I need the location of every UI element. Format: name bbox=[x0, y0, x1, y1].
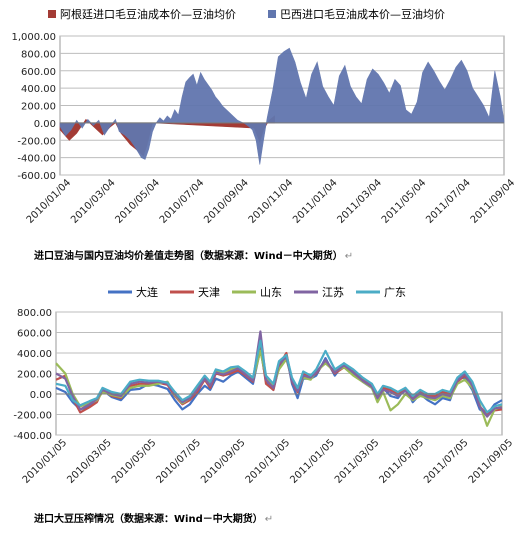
legend-label: 广东 bbox=[384, 286, 406, 299]
y-tick-label: 0.00 bbox=[34, 119, 56, 130]
x-tick-label: 2010/09/05 bbox=[199, 437, 248, 486]
legend-swatch bbox=[268, 10, 276, 18]
x-tick-label: 2011/03/05 bbox=[333, 437, 382, 486]
x-tick-label: 2011/01/04 bbox=[291, 177, 340, 226]
chart-import-soy-oil-spread: 1,000.00 800.00 600.00 400.00 200.00 0.00 -200… bbox=[11, 7, 518, 226]
chart1-caption: 进口豆油与国内豆油均价差值走势图（数据来源：Wind－中大期货） ↵ bbox=[34, 247, 353, 262]
series-area-2 bbox=[59, 47, 505, 165]
y-tick-label: 800.00 bbox=[21, 49, 56, 60]
y-tick-label: 400.00 bbox=[21, 84, 56, 95]
y-tick-label: 600.00 bbox=[17, 329, 52, 340]
x-tick-label: 2010/05/05 bbox=[110, 437, 159, 486]
x-tick-label: 2011/03/04 bbox=[335, 177, 384, 226]
x-tick-label: 2011/01/05 bbox=[288, 437, 337, 486]
x-tick-label: 2011/09/04 bbox=[469, 177, 518, 226]
legend-label: 天津 bbox=[198, 286, 220, 299]
x-tick-label: 2010/11/04 bbox=[247, 177, 296, 226]
series-line-4 bbox=[55, 330, 503, 418]
legend-label: 江苏 bbox=[322, 286, 344, 299]
legend-label: 巴西进口毛豆油成本价—豆油均价 bbox=[280, 7, 445, 21]
x-tick-label: 2011/07/05 bbox=[422, 437, 471, 486]
y-tick-label: -400.00 bbox=[17, 154, 56, 165]
chart-soybean-crush: 800.00 600.00 400.00 200.00 0.00 -200.00 -400.… bbox=[13, 285, 516, 486]
chart1-caption-text: 进口豆油与国内豆油均价差值走势图（数据来源：Wind－中大期货） bbox=[34, 251, 343, 262]
legend-label: 大连 bbox=[136, 285, 158, 299]
y-tick-label: -200.00 bbox=[13, 411, 52, 422]
x-tick-label: 2010/11/05 bbox=[244, 437, 293, 486]
x-tick-label: 2011/05/05 bbox=[378, 437, 427, 486]
chart2-caption: 进口大豆压榨情况（数据来源：Wind－中大期货） ↵ bbox=[34, 510, 273, 525]
return-mark: ↵ bbox=[344, 251, 354, 262]
x-tick-label: 2011/09/05 bbox=[467, 437, 516, 486]
x-tick-label: 2010/09/04 bbox=[202, 177, 251, 226]
legend-swatch bbox=[48, 10, 56, 18]
legend-label: 阿根廷进口毛豆油成本价—豆油均价 bbox=[60, 7, 236, 21]
y-tick-label: 400.00 bbox=[17, 349, 52, 360]
x-tick-label: 2010/01/05 bbox=[21, 437, 70, 486]
x-tick-label: 2011/05/04 bbox=[380, 177, 429, 226]
x-tick-label: 2010/05/04 bbox=[113, 177, 162, 226]
y-tick-label: 1,000.00 bbox=[11, 32, 56, 43]
y-tick-label: -200.00 bbox=[17, 136, 56, 147]
y-tick-label: -600.00 bbox=[17, 171, 56, 182]
y-tick-label: 600.00 bbox=[21, 67, 56, 78]
chart2-caption-text: 进口大豆压榨情况（数据来源：Wind－中大期货） bbox=[34, 514, 263, 525]
x-tick-label: 2010/07/05 bbox=[155, 437, 204, 486]
x-tick-label: 2010/03/05 bbox=[65, 437, 114, 486]
y-tick-label: 0.00 bbox=[30, 390, 52, 401]
x-tick-label: 2010/01/04 bbox=[25, 177, 74, 226]
y-tick-label: 800.00 bbox=[17, 308, 52, 319]
y-tick-label: 200.00 bbox=[21, 102, 56, 113]
x-tick-label: 2010/07/04 bbox=[158, 177, 207, 226]
return-mark: ↵ bbox=[264, 514, 274, 525]
x-tick-label: 2010/03/04 bbox=[69, 177, 118, 226]
legend-label: 山东 bbox=[260, 286, 282, 299]
y-tick-label: -400.00 bbox=[13, 431, 52, 442]
series-line-3 bbox=[55, 349, 503, 427]
y-tick-label: 200.00 bbox=[17, 370, 52, 381]
x-tick-label: 2011/07/04 bbox=[424, 177, 473, 226]
